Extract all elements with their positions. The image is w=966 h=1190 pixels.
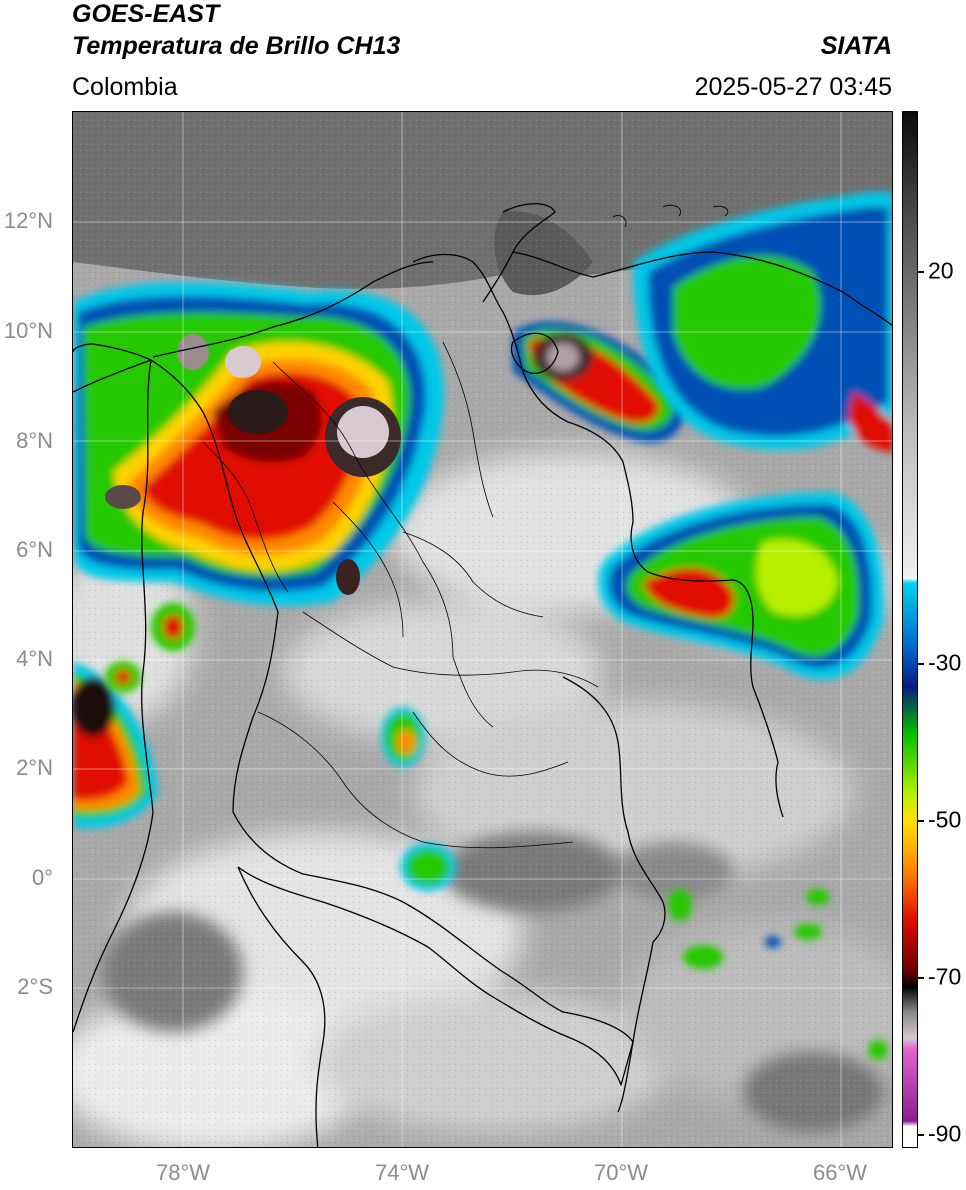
storm-northwest [73,282,445,606]
borders [73,203,892,1147]
panama-coast [73,343,152,393]
lon-label-78w: 78°W [155,1160,211,1185]
caribbean-coast [152,261,434,358]
satellite-title: GOES-EAST [72,0,220,28]
colorbar-tick-m70 [918,977,924,979]
colorbar [902,111,918,1148]
colombia-border [150,359,634,1086]
storm-caqueta [400,843,456,891]
lon-label-74w: 74°W [374,1160,430,1185]
graticule [73,112,892,1147]
lat-label-8n: 8°N [16,428,53,453]
dept-lines-7 [202,441,289,593]
storm-pacific [73,662,158,829]
venezuela-brazil-border [562,676,666,943]
lon-label-70w: 70°W [593,1160,649,1185]
dept-lines-2 [302,611,599,688]
dept-lines-4 [402,531,544,618]
dept-lines-1 [272,361,494,728]
lake-maracaibo [510,332,559,374]
lon-label-66w: 66°W [812,1160,868,1185]
dept-lines-6 [412,711,569,777]
ecuador-coast [73,811,154,1033]
colorbar-label-m90: -90 [928,1120,962,1147]
storm-northeast [633,192,892,452]
product-title: Temperatura de Brillo CH13 [72,32,401,60]
lat-label-0: 0° [31,865,53,890]
satellite-map[interactable] [72,111,893,1148]
lat-label-6n: 6°N [16,537,53,562]
colorbar-tick-20 [918,271,924,273]
lat-label-10n: 10°N [3,318,53,343]
storm-guaviare [381,707,425,767]
storm-southeast-cells [668,889,888,1060]
brand-label: SIATA [820,32,892,60]
colorbar-label-20: 20 [928,257,954,284]
colorbar-label-m50: -50 [928,806,962,833]
lat-label-2s: 2°S [17,974,53,999]
dept-lines-8 [442,341,494,518]
storm-cores-northwest [105,334,401,595]
colombia-east-border [412,253,784,818]
colorbar-tick-m90 [918,1134,924,1136]
timestamp-label: 2025-05-27 03:45 [694,73,892,101]
colorbar-tick-m30 [918,663,924,665]
venezuela-coast [512,251,892,327]
storm-small-west [105,603,195,693]
colorbar-label-m30: -30 [928,649,962,676]
dept-lines-5 [332,501,404,638]
colorbar-label-m70: -70 [928,963,962,990]
pacific-coast [141,359,154,813]
guajira-coast [482,203,556,303]
islands [612,204,729,228]
lat-label-12n: 12°N [3,208,53,233]
dept-lines-3 [257,711,574,849]
lat-label-4n: 4°N [16,646,53,671]
map-canvas [73,112,892,1147]
lat-label-2n: 2°N [16,755,53,780]
storm-east [598,492,884,680]
region-label: Colombia [72,73,178,101]
south-border [617,941,654,1113]
colorbar-tick-m50 [918,820,924,822]
ecuador-peru-border [237,866,326,1147]
